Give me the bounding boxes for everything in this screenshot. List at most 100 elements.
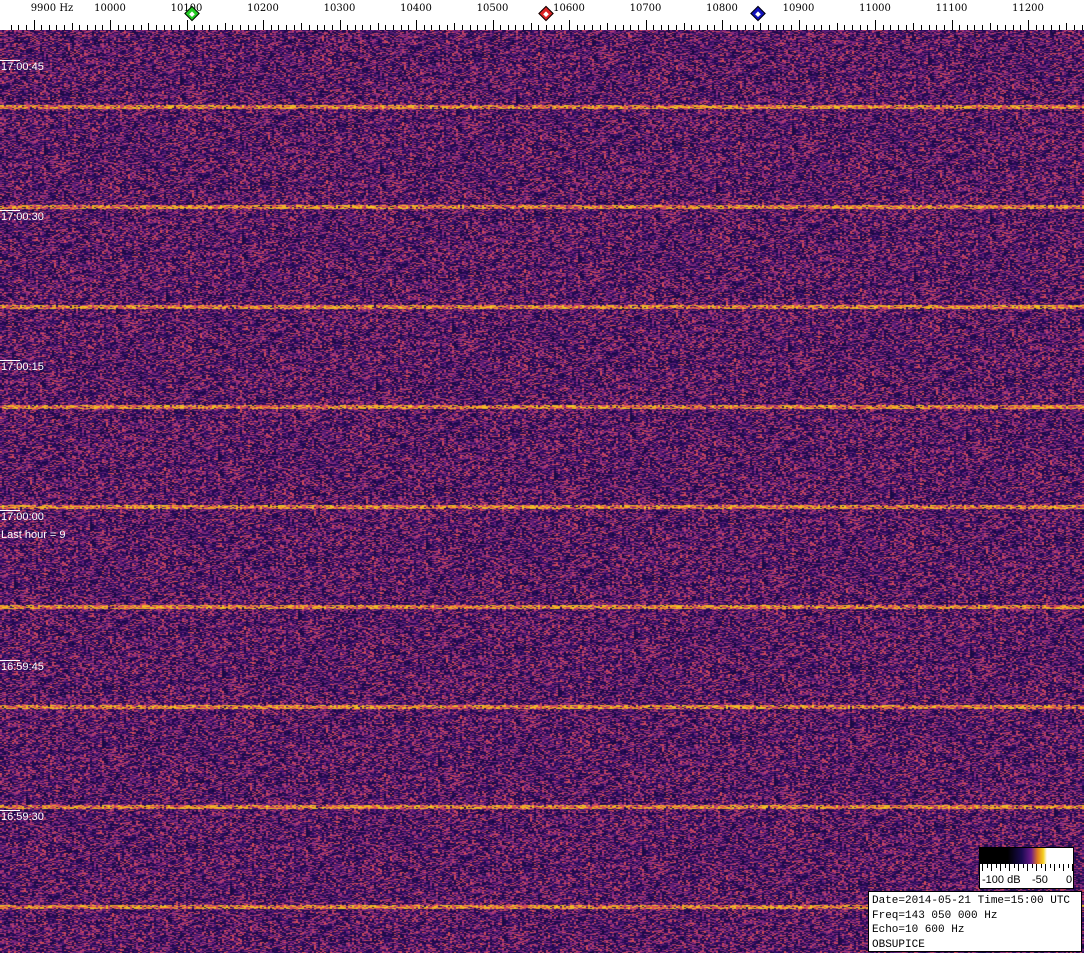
colorbar-tick	[1004, 864, 1006, 868]
frequency-label: 10700	[629, 3, 662, 14]
ruler-tick	[714, 25, 715, 30]
ruler-tick	[844, 25, 845, 30]
ruler-tick	[133, 25, 134, 30]
frequency-label: 10200	[247, 3, 279, 14]
time-tick	[0, 60, 20, 61]
ruler-tick	[232, 25, 233, 30]
ruler-tick	[768, 25, 769, 30]
ruler-tick	[240, 25, 241, 30]
ruler-tick	[64, 25, 65, 30]
ruler-tick	[217, 25, 218, 30]
frequency-unit-label: 9900 Hz	[30, 3, 74, 14]
colorbar-tick	[1009, 864, 1010, 871]
colorbar-label-mid: -50	[1032, 874, 1048, 886]
colorbar-tick	[1063, 864, 1064, 871]
frequency-label: 11100	[935, 3, 968, 14]
ruler-tick	[271, 25, 272, 30]
ruler-tick	[347, 25, 348, 30]
spectrogram-waterfall[interactable]	[0, 30, 1084, 953]
colorbar-legend: -100 dB -50 0	[979, 847, 1074, 889]
time-label: 16:59:45	[1, 661, 44, 673]
frequency-label: 10600	[553, 3, 585, 14]
ruler-tick	[477, 25, 478, 30]
ruler-tick	[806, 25, 807, 30]
blue-marker-icon[interactable]	[750, 5, 766, 22]
ruler-tick	[546, 25, 547, 30]
ruler-tick	[515, 25, 516, 30]
red-marker-icon[interactable]	[538, 5, 554, 22]
ruler-tick	[523, 25, 524, 30]
colorbar-tick	[995, 864, 997, 868]
frequency-label: 10000	[94, 3, 126, 14]
ruler-tick	[34, 20, 35, 30]
ruler-tick	[615, 25, 616, 30]
ruler-tick	[470, 25, 471, 30]
colorbar-tick	[1072, 864, 1073, 871]
ruler-tick	[684, 23, 685, 30]
ruler-tick	[1051, 25, 1052, 30]
ruler-tick	[722, 20, 723, 30]
ruler-tick	[990, 23, 991, 30]
frequency-label: 11200	[1012, 3, 1044, 14]
ruler-tick	[164, 25, 165, 30]
ruler-tick	[921, 25, 922, 30]
time-tick	[0, 810, 20, 811]
ruler-tick	[309, 25, 310, 30]
colorbar-tick	[1027, 864, 1028, 871]
frequency-ruler: 9900 Hz 10000 10100 10200 10300 10400 10500 10…	[0, 0, 1084, 30]
ruler-tick	[485, 25, 486, 30]
time-label: 17:00:45	[1, 61, 44, 73]
ruler-tick	[317, 25, 318, 30]
ruler-tick	[974, 25, 975, 30]
ruler-tick	[959, 25, 960, 30]
ruler-tick	[439, 25, 440, 30]
info-box: Date=2014-05-21 Time=15:00 UTC Freq=143 …	[868, 891, 1082, 952]
ruler-tick	[408, 25, 409, 30]
ruler-tick	[569, 20, 570, 30]
ruler-tick	[913, 23, 914, 30]
ruler-tick	[493, 20, 494, 30]
ruler-tick	[561, 25, 562, 30]
ruler-tick	[577, 25, 578, 30]
colorbar-tick	[1067, 864, 1069, 868]
ruler-tick	[936, 25, 937, 30]
ruler-tick	[630, 25, 631, 30]
ruler-tick	[125, 25, 126, 30]
ruler-tick	[929, 25, 930, 30]
ruler-tick	[737, 25, 738, 30]
ruler-tick	[997, 25, 998, 30]
ruler-tick	[875, 20, 876, 30]
ruler-tick	[286, 25, 287, 30]
ruler-tick	[209, 25, 210, 30]
colorbar-tick	[1040, 864, 1042, 868]
ruler-tick	[707, 25, 708, 30]
ruler-tick	[814, 25, 815, 30]
ruler-tick	[278, 25, 279, 30]
ruler-tick	[1059, 25, 1060, 30]
colorbar-tick	[991, 864, 992, 871]
ruler-tick	[18, 25, 19, 30]
ruler-tick	[72, 23, 73, 30]
colorbar-label-max: 0	[1066, 874, 1073, 886]
ruler-tick	[829, 25, 830, 30]
ruler-tick	[837, 23, 838, 30]
ruler-tick	[255, 25, 256, 30]
ruler-tick	[1066, 23, 1067, 30]
ruler-tick	[668, 25, 669, 30]
ruler-tick	[623, 25, 624, 30]
ruler-tick	[760, 23, 761, 30]
colorbar-tick	[1000, 864, 1001, 871]
ruler-tick	[508, 25, 509, 30]
ruler-tick	[1020, 25, 1021, 30]
ruler-tick	[401, 25, 402, 30]
ruler-tick	[49, 25, 50, 30]
ruler-tick	[699, 25, 700, 30]
ruler-tick	[171, 25, 172, 30]
frequency-label: 10900	[782, 3, 815, 14]
time-label: 16:59:30	[1, 811, 44, 823]
ruler-tick	[370, 25, 371, 30]
info-date-time: Date=2014-05-21 Time=15:00 UTC	[872, 895, 1071, 907]
ruler-tick	[661, 25, 662, 30]
colorbar-tick	[986, 864, 988, 868]
colorbar-tick	[982, 864, 983, 871]
